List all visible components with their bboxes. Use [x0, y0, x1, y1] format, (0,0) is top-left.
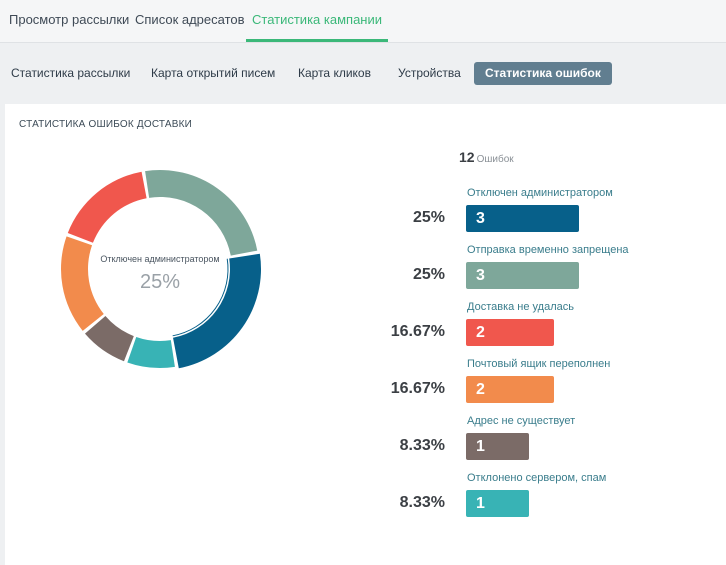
row-percent: 16.67%	[390, 380, 445, 397]
row-percent: 25%	[412, 209, 445, 226]
subtab-mailing-stats[interactable]: Статистика рассылки	[11, 66, 131, 80]
row-label: Отклонено сервером, спам	[467, 472, 607, 484]
donut-highlight-arc	[172, 258, 229, 337]
donut-slice[interactable]	[67, 171, 147, 243]
subtab-click-map[interactable]: Карта кликов	[298, 66, 371, 80]
row-percent: 8.33%	[399, 437, 445, 454]
subtab-error-stats[interactable]: Статистика ошибок	[474, 62, 612, 85]
total-errors: 12 Ошибок	[459, 149, 514, 165]
error-donut-chart	[61, 170, 261, 369]
error-stats-panel: СТАТИСТИКА ОШИБОК ДОСТАВКИ Отключен адми…	[5, 104, 726, 565]
sub-tab-bar: Статистика рассылки Карта открытий писем…	[0, 43, 726, 101]
top-tab-bar: Просмотр рассылки Список адресатов Стати…	[0, 0, 726, 43]
donut-center-value: 25%	[139, 271, 181, 293]
donut-slice[interactable]	[61, 236, 104, 331]
row-bar[interactable]: 3	[466, 205, 579, 232]
row-bar[interactable]: 1	[466, 490, 529, 517]
row-label: Отправка временно запрещена	[467, 244, 629, 256]
row-bar[interactable]: 1	[466, 433, 529, 460]
donut-slice[interactable]	[145, 170, 258, 256]
subtab-devices[interactable]: Устройства	[398, 66, 461, 80]
row-percent: 16.67%	[390, 323, 445, 340]
row-percent: 8.33%	[399, 494, 445, 511]
subtab-open-map[interactable]: Карта открытий писем	[151, 66, 276, 80]
row-label: Почтовый ящик переполнен	[467, 358, 611, 370]
tab-campaign-stats[interactable]: Статистика кампании	[246, 0, 388, 42]
row-percent: 25%	[412, 266, 445, 283]
row-bar[interactable]: 2	[466, 319, 554, 346]
row-bar[interactable]: 2	[466, 376, 554, 403]
tab-recipient-list[interactable]: Список адресатов	[135, 12, 245, 27]
row-bar[interactable]: 3	[466, 262, 579, 289]
donut-center-label: Отключен администратором	[100, 254, 220, 264]
donut-slice[interactable]	[84, 315, 134, 362]
row-label: Доставка не удалась	[467, 301, 574, 313]
row-label: Адрес не существует	[467, 415, 576, 427]
donut-slice[interactable]	[127, 336, 175, 368]
donut-slice[interactable]	[173, 253, 261, 369]
tab-mailing-preview[interactable]: Просмотр рассылки	[9, 12, 130, 27]
total-errors-count: 12	[459, 149, 475, 165]
row-label: Отключен администратором	[467, 187, 613, 199]
panel-title: СТАТИСТИКА ОШИБОК ДОСТАВКИ	[19, 119, 193, 130]
total-errors-unit: Ошибок	[476, 154, 514, 165]
